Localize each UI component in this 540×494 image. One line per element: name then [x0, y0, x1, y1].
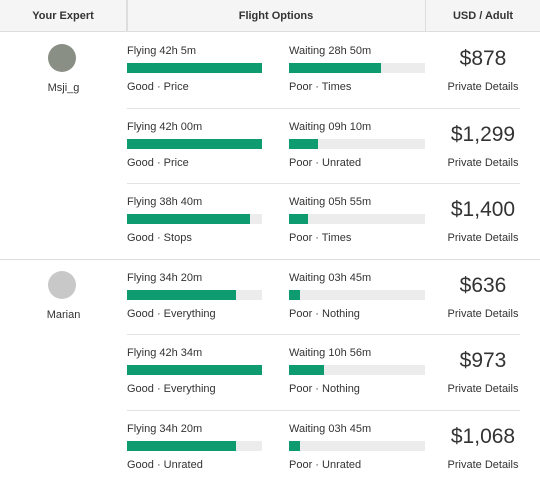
flying-track — [127, 63, 262, 73]
private-details-link[interactable]: Private Details — [447, 232, 519, 244]
flying-bar — [127, 289, 237, 300]
flying-bar — [127, 138, 262, 149]
flying-bar — [127, 365, 262, 375]
flying-note: Good · Unrated — [127, 458, 203, 471]
waiting-label: Waiting 03h 45m — [289, 422, 372, 435]
price: $973 — [459, 349, 507, 372]
header-price: USD / Adult — [426, 0, 540, 32]
waiting-note: Poor · Nothing — [289, 307, 360, 320]
private-details-link[interactable]: Private Details — [447, 156, 519, 169]
header-options: Flight Options — [127, 0, 426, 32]
header-expert: Your Expert — [0, 0, 127, 32]
waiting-track — [289, 63, 425, 73]
waiting-bar — [289, 63, 382, 73]
waiting-label: Waiting 05h 55m — [289, 196, 372, 208]
waiting-note: Poor · Nothing — [289, 383, 360, 395]
private-details-link[interactable]: Private Details — [447, 81, 519, 93]
flying-label: Flying 42h 00m — [127, 120, 203, 133]
row-divider — [127, 183, 520, 184]
waiting-note: Poor · Unrated — [289, 156, 362, 169]
waiting-bar — [289, 440, 300, 451]
flying-track — [127, 365, 262, 375]
flying-bar — [127, 440, 237, 451]
price: $1,068 — [450, 424, 516, 448]
flying-label: Flying 34h 20m — [127, 271, 203, 284]
flying-note: Good · Price — [127, 81, 189, 93]
row-divider — [127, 409, 520, 411]
flying-note: Good · Everything — [127, 307, 216, 320]
waiting-track — [289, 214, 425, 224]
waiting-label: Waiting 28h 50m — [289, 45, 372, 57]
price: $878 — [459, 47, 507, 70]
flying-note: Good · Everything — [127, 383, 216, 395]
flying-track — [127, 289, 262, 300]
flying-label: Flying 34h 20m — [127, 422, 203, 435]
waiting-note: Poor · Unrated — [289, 458, 362, 471]
flying-note: Good · Stops — [127, 232, 192, 244]
private-details-link[interactable]: Private Details — [447, 458, 519, 471]
flying-bar — [127, 63, 262, 73]
waiting-track — [289, 365, 425, 375]
row-divider — [127, 334, 520, 335]
flying-bar — [127, 214, 250, 224]
private-details-link[interactable]: Private Details — [447, 307, 519, 320]
waiting-track — [289, 289, 425, 300]
row-divider — [127, 107, 520, 109]
waiting-label: Waiting 10h 56m — [289, 347, 372, 359]
avatar[interactable] — [48, 270, 76, 299]
flying-label: Flying 38h 40m — [127, 196, 203, 208]
waiting-bar — [289, 289, 300, 300]
waiting-label: Waiting 09h 10m — [289, 120, 372, 133]
price: $1,400 — [450, 198, 516, 221]
waiting-label: Waiting 03h 45m — [289, 271, 372, 284]
price: $1,299 — [450, 122, 516, 146]
waiting-note: Poor · Times — [289, 232, 352, 244]
flying-note: Good · Price — [127, 156, 189, 169]
private-details-link[interactable]: Private Details — [447, 383, 519, 395]
flying-label: Flying 42h 5m — [127, 45, 197, 57]
waiting-note: Poor · Times — [289, 81, 352, 93]
price: $636 — [459, 273, 507, 297]
waiting-bar — [289, 214, 309, 224]
waiting-track — [289, 440, 425, 451]
flying-track — [127, 138, 262, 149]
flying-label: Flying 42h 34m — [127, 347, 203, 359]
expert-name[interactable]: Marian — [46, 308, 81, 321]
flying-track — [127, 440, 262, 451]
waiting-bar — [289, 138, 318, 149]
group-divider — [0, 258, 540, 260]
flying-track — [127, 214, 262, 224]
avatar[interactable] — [48, 44, 76, 72]
waiting-track — [289, 138, 425, 149]
waiting-bar — [289, 365, 325, 375]
column-divider — [127, 0, 128, 32]
expert-name[interactable]: Msji_g — [47, 82, 80, 94]
